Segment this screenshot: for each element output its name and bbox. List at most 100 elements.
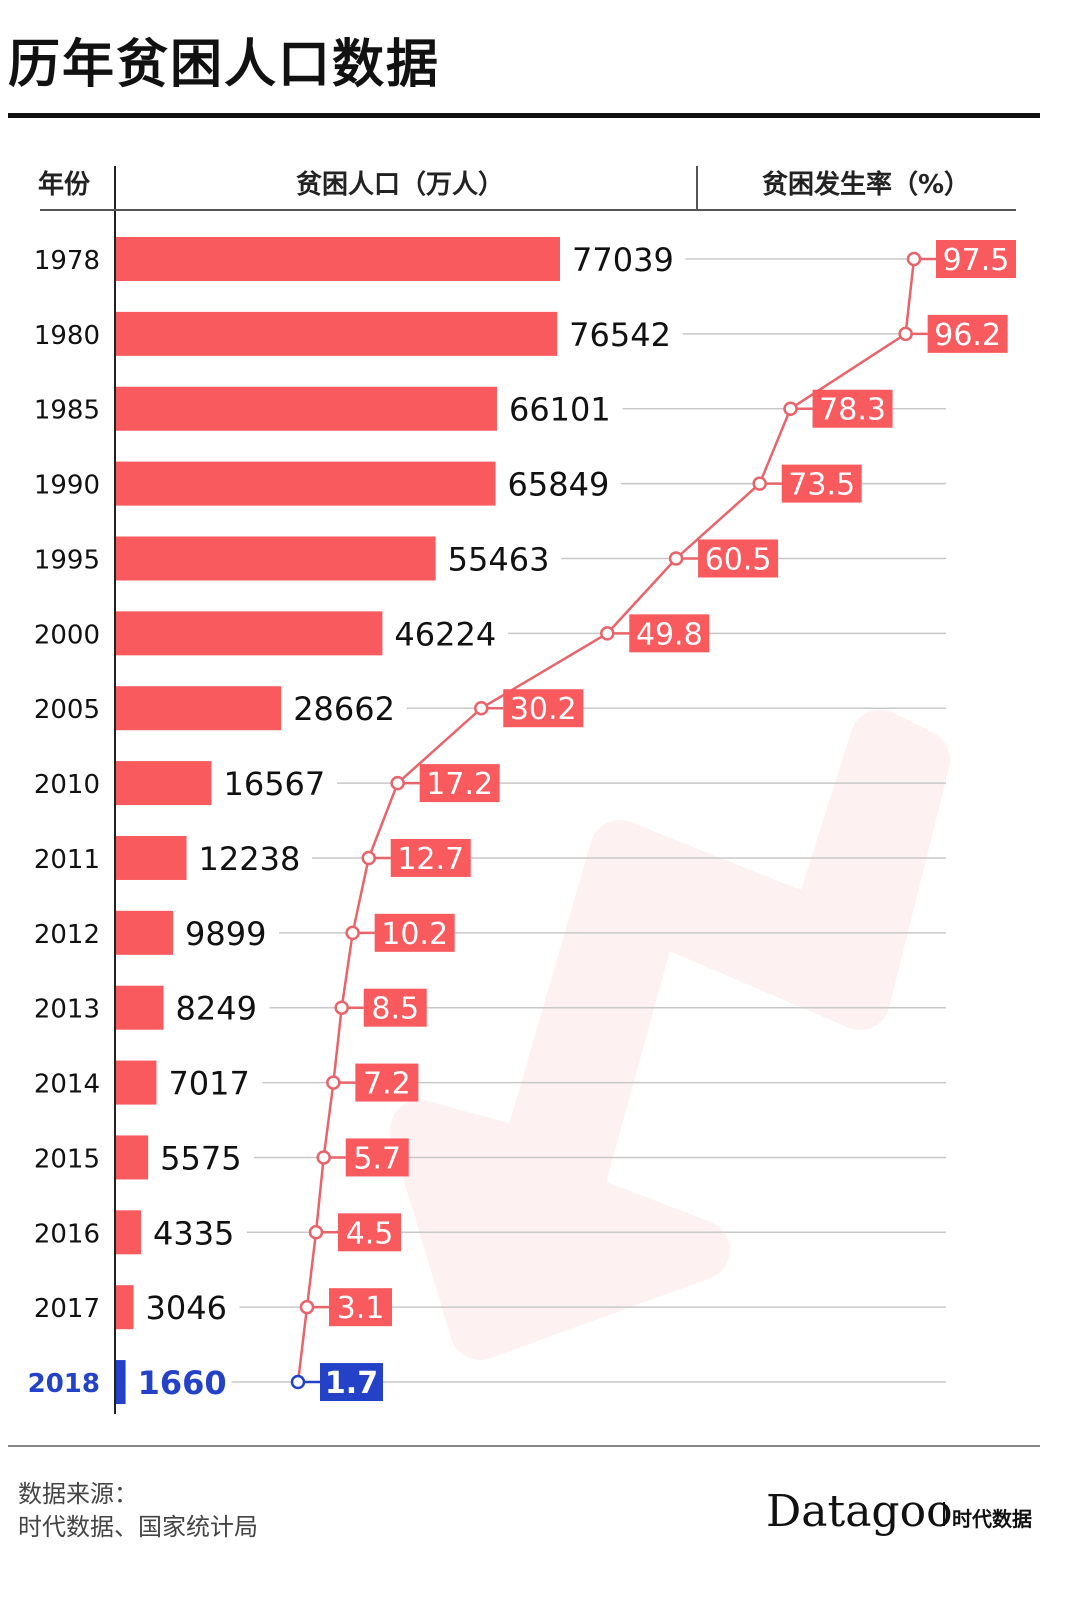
population-bar bbox=[116, 611, 383, 656]
rate-label-box bbox=[363, 988, 427, 1027]
year-label: 1985 bbox=[34, 396, 100, 426]
logo-cn-text: 时代数据 bbox=[952, 1507, 1032, 1531]
population-value-label: 8249 bbox=[176, 990, 257, 1028]
population-bar bbox=[116, 835, 187, 880]
rate-value-label: 30.2 bbox=[510, 692, 577, 727]
rate-point bbox=[290, 1374, 306, 1390]
year-label: 2013 bbox=[34, 995, 100, 1025]
population-bar bbox=[116, 536, 436, 581]
rate-value-label: 12.7 bbox=[397, 842, 464, 877]
population-value-label: 66101 bbox=[509, 391, 611, 429]
population-value-label: 55463 bbox=[448, 540, 550, 578]
header-rate: 贫困发生率（%） bbox=[762, 170, 971, 200]
year-label: 2012 bbox=[34, 920, 100, 950]
population-bar bbox=[116, 1060, 157, 1105]
rate-value-label: 73.5 bbox=[788, 468, 855, 503]
population-value-label: 65849 bbox=[508, 466, 610, 504]
header-rule bbox=[40, 209, 1016, 211]
year-label: 1978 bbox=[34, 246, 100, 276]
header-separator bbox=[696, 166, 698, 210]
rate-point bbox=[308, 1225, 324, 1240]
rate-point bbox=[898, 326, 913, 342]
year-label: 1980 bbox=[34, 321, 100, 351]
chart-title: 历年贫困人口数据 bbox=[8, 35, 441, 95]
year-label: 1995 bbox=[34, 545, 100, 575]
population-value-label: 1660 bbox=[138, 1364, 227, 1402]
rate-label-box bbox=[345, 1138, 409, 1177]
rate-value-label: 1.7 bbox=[325, 1366, 378, 1401]
rate-value-label: 96.2 bbox=[934, 318, 1001, 353]
year-axis-line bbox=[114, 166, 116, 1414]
header-population: 贫困人口（万人） bbox=[296, 170, 505, 200]
population-value-label: 5575 bbox=[160, 1139, 241, 1177]
rate-value-label: 97.5 bbox=[943, 243, 1010, 278]
rate-point bbox=[390, 775, 405, 791]
rate-point bbox=[906, 251, 922, 267]
rate-value-label: 49.8 bbox=[636, 617, 703, 652]
population-value-label: 9899 bbox=[185, 915, 266, 953]
population-bar bbox=[116, 1135, 149, 1180]
rate-value-label: 17.2 bbox=[426, 767, 493, 802]
rate-value-label: 60.5 bbox=[705, 542, 772, 577]
rate-label-box bbox=[338, 1213, 402, 1252]
title-rule bbox=[8, 113, 1040, 118]
population-value-label: 12238 bbox=[199, 840, 301, 878]
rate-point bbox=[600, 626, 615, 641]
rate-label-box bbox=[355, 1063, 419, 1102]
rate-label-box bbox=[936, 240, 1016, 278]
population-bar bbox=[116, 1360, 126, 1405]
population-bar bbox=[116, 910, 174, 955]
header-year: 年份 bbox=[38, 170, 91, 200]
population-value-label: 4335 bbox=[153, 1214, 234, 1252]
rate-value-label: 8.5 bbox=[371, 992, 419, 1027]
source-label: 数据来源： bbox=[18, 1480, 138, 1508]
rate-label-box bbox=[419, 764, 500, 803]
watermark-arrow-shape bbox=[390, 710, 950, 1360]
population-bar bbox=[116, 237, 560, 281]
population-value-label: 77039 bbox=[572, 241, 674, 279]
population-value-label: 3046 bbox=[146, 1289, 227, 1327]
rate-label-box bbox=[698, 539, 779, 578]
year-label: 2018 bbox=[28, 1369, 100, 1399]
population-value-label: 28662 bbox=[293, 690, 395, 728]
rate-label-box bbox=[329, 1288, 393, 1327]
chart-svg: 1978 77039 97.5 1980 76542 96.2 1985 66101 78.3 1… bbox=[28, 237, 1016, 1405]
rate-point bbox=[345, 925, 360, 941]
rate-value-label: 4.5 bbox=[346, 1216, 394, 1251]
rate-point bbox=[361, 850, 376, 866]
population-bar bbox=[116, 311, 558, 356]
rate-value-label: 7.2 bbox=[363, 1067, 411, 1102]
rate-value-label: 3.1 bbox=[337, 1291, 385, 1326]
rate-label-box bbox=[629, 614, 710, 653]
year-label: 2016 bbox=[34, 1219, 100, 1249]
logo-separator bbox=[943, 1502, 945, 1526]
rate-value-label: 5.7 bbox=[353, 1141, 401, 1176]
year-label: 2015 bbox=[34, 1144, 100, 1174]
rate-point bbox=[783, 401, 798, 416]
rate-label-box bbox=[390, 838, 471, 877]
rate-point bbox=[474, 700, 489, 716]
population-bar bbox=[116, 985, 164, 1030]
rate-point bbox=[334, 1000, 349, 1015]
rate-point bbox=[668, 551, 684, 566]
population-bar bbox=[116, 461, 496, 506]
population-bar bbox=[116, 386, 497, 431]
population-bar bbox=[116, 686, 282, 731]
rate-point bbox=[316, 1150, 331, 1165]
source-text: 时代数据、国家统计局 bbox=[18, 1513, 258, 1541]
year-label: 2014 bbox=[34, 1070, 100, 1100]
year-label: 2005 bbox=[34, 695, 100, 725]
rate-line bbox=[296, 258, 916, 1383]
population-value-label: 76542 bbox=[569, 316, 671, 354]
datagoo-logo: Datagoo bbox=[766, 1486, 953, 1537]
population-bar bbox=[116, 1285, 134, 1330]
population-value-label: 7017 bbox=[168, 1065, 249, 1103]
year-label: 2011 bbox=[34, 845, 100, 875]
year-label: 2017 bbox=[34, 1294, 100, 1324]
population-value-label: 16567 bbox=[223, 765, 325, 803]
rate-label-box bbox=[781, 464, 862, 503]
rate-value-label: 10.2 bbox=[381, 917, 448, 952]
rate-label-box bbox=[927, 314, 1008, 353]
rate-point bbox=[299, 1299, 315, 1315]
year-label: 1990 bbox=[34, 471, 100, 501]
